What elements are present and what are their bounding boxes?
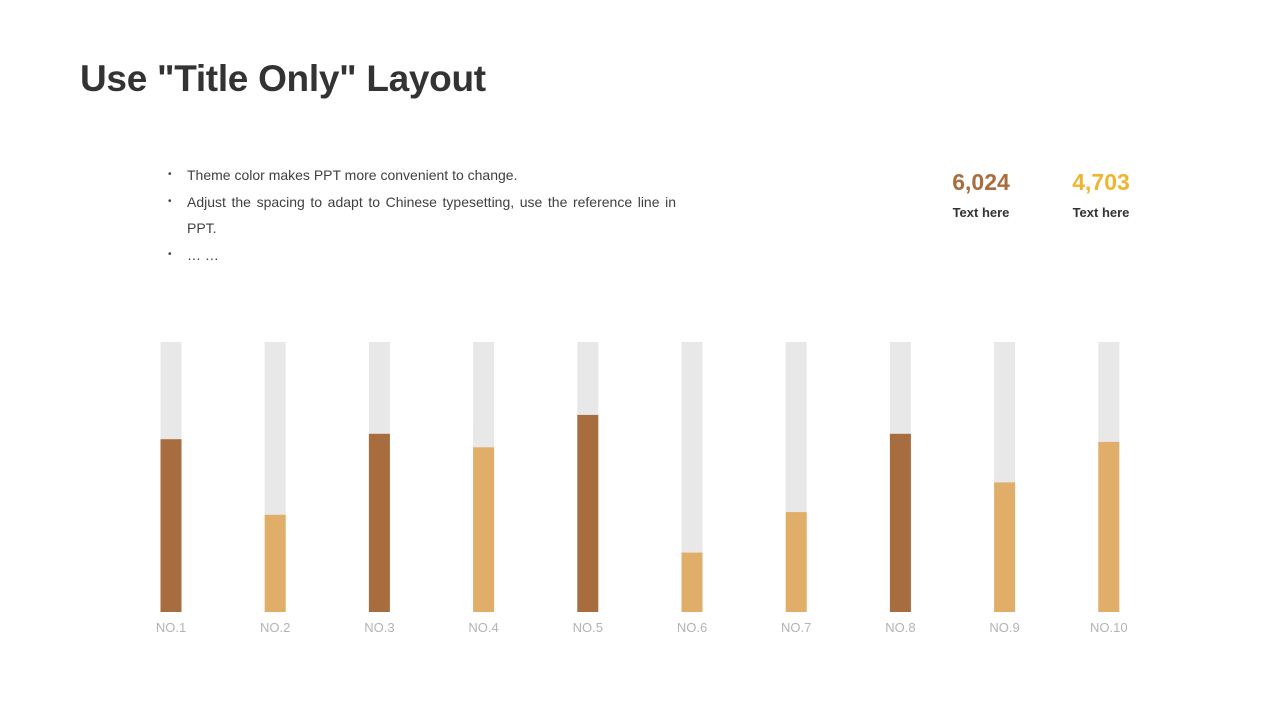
bar-track	[681, 342, 703, 612]
stat-value: 4,703	[1072, 169, 1130, 195]
stat-block-1: 6,024 Text here	[921, 166, 1041, 220]
bullet-item: • … …	[168, 242, 676, 269]
bar-3	[368, 433, 390, 612]
bullet-text: … …	[187, 246, 219, 263]
x-tick-label: NO.7	[781, 620, 811, 635]
bar-9	[994, 482, 1016, 612]
x-tick-label: NO.8	[885, 620, 915, 635]
slide-title: Use "Title Only" Layout	[80, 58, 486, 99]
bullet-text: Theme color makes PPT more convenient to…	[187, 167, 518, 183]
bar-4	[473, 447, 495, 612]
x-tick-label: NO.9	[989, 620, 1019, 635]
stat-block-2: 4,703 Text here	[1041, 166, 1161, 220]
bar-1	[160, 439, 182, 612]
x-tick-label: NO.1	[156, 620, 186, 635]
x-tick-label: NO.4	[468, 620, 498, 635]
stat-value: 6,024	[952, 169, 1010, 195]
bullet-icon: •	[168, 169, 172, 180]
bullet-list: • Theme color makes PPT more convenient …	[168, 162, 676, 268]
x-tick-label: NO.6	[677, 620, 707, 635]
x-tick-label: NO.2	[260, 620, 290, 635]
bar-8	[889, 433, 911, 612]
bar-2	[264, 514, 286, 612]
bar-5	[577, 414, 599, 612]
bar-7	[785, 512, 807, 612]
stat-label: Text here	[1072, 205, 1130, 220]
bar-10	[1098, 441, 1120, 612]
bullet-icon: •	[168, 248, 172, 260]
bullet-text: Adjust the spacing to adapt to Chinese t…	[187, 193, 676, 237]
bullet-item: • Adjust the spacing to adapt to Chinese…	[168, 189, 676, 242]
bullet-item: • Theme color makes PPT more convenient …	[168, 162, 676, 189]
x-tick-label: NO.3	[364, 620, 394, 635]
x-tick-label: NO.10	[1090, 620, 1128, 635]
x-tick-label: NO.5	[573, 620, 603, 635]
bullet-icon: •	[168, 195, 172, 207]
bar-6	[681, 552, 703, 612]
bar-chart: NO.1 NO.2 NO.3 NO.4 NO.5 NO.6 NO.7 NO.8 NO.9 NO.1…	[156, 342, 1128, 635]
stat-label: Text here	[952, 205, 1010, 220]
